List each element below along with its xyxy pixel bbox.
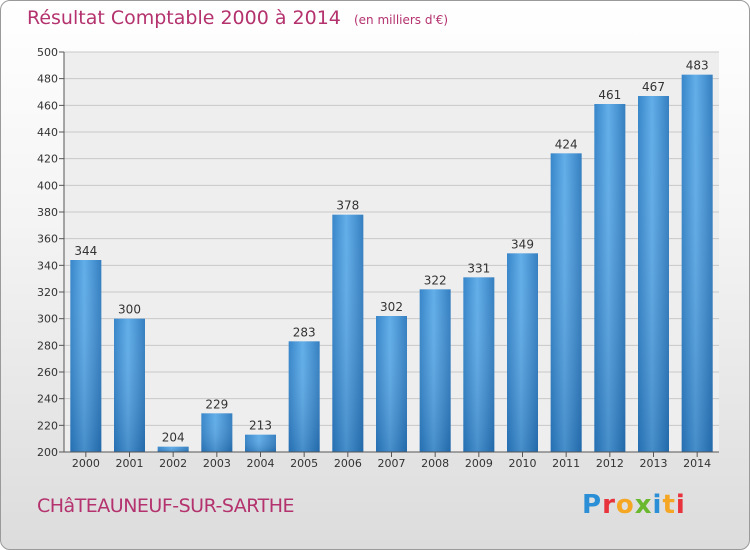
y-tick-label: 420 — [37, 153, 58, 166]
bar-shade — [157, 446, 189, 452]
x-tick-label: 2003 — [203, 457, 231, 470]
logo-letter: x — [634, 490, 653, 520]
logo-letter: o — [615, 490, 635, 520]
x-tick-label: 2006 — [334, 457, 362, 470]
y-tick-label: 260 — [37, 366, 58, 379]
data-label: 302 — [380, 300, 403, 314]
y-tick-label: 460 — [37, 99, 58, 112]
title-row: Résultat Comptable 2000 à 2014 (en milli… — [27, 7, 448, 29]
x-tick-label: 2004 — [247, 457, 275, 470]
y-tick-label: 500 — [37, 46, 58, 59]
x-tick-label: 2002 — [159, 457, 187, 470]
x-tick-label: 2000 — [72, 457, 100, 470]
bar-shade — [245, 434, 276, 452]
x-tick-label: 2012 — [596, 457, 624, 470]
data-label: 349 — [511, 237, 534, 251]
bar-shade — [463, 277, 495, 452]
chart-title: Résultat Comptable 2000 à 2014 — [27, 7, 341, 29]
town-name: CHâTEAUNEUF-SUR-SARTHE — [37, 495, 295, 517]
y-tick-label: 200 — [37, 446, 58, 459]
data-label: 283 — [293, 325, 316, 339]
y-tick-label: 340 — [37, 259, 58, 272]
y-tick-label: 400 — [37, 179, 58, 192]
data-label: 204 — [162, 431, 185, 445]
data-label: 322 — [424, 273, 447, 287]
proxiti-logo: Proxiti — [582, 490, 686, 520]
x-tick-label: 2009 — [465, 457, 493, 470]
x-tick-label: 2001 — [116, 457, 144, 470]
data-label: 300 — [118, 303, 141, 317]
x-tick-label: 2010 — [509, 457, 537, 470]
bar-shade — [419, 289, 451, 452]
y-tick-label: 440 — [37, 126, 58, 139]
bar-shade — [332, 214, 364, 452]
logo-letter: P — [582, 490, 603, 520]
data-label: 424 — [555, 137, 578, 151]
y-tick-label: 240 — [37, 393, 58, 406]
y-tick-label: 220 — [37, 419, 58, 432]
bar-shade — [376, 316, 407, 452]
logo-letter: r — [602, 490, 616, 520]
y-tick-label: 300 — [37, 313, 58, 326]
x-tick-label: 2011 — [552, 457, 580, 470]
data-label: 213 — [249, 419, 272, 433]
data-label: 229 — [205, 397, 228, 411]
data-label: 483 — [686, 59, 709, 73]
logo-letter: i — [652, 490, 663, 520]
x-tick-label: 2008 — [421, 457, 449, 470]
y-tick-label: 320 — [37, 286, 58, 299]
bar-shade — [288, 341, 320, 452]
data-label: 467 — [642, 80, 665, 94]
y-tick-label: 480 — [37, 73, 58, 86]
bar-shade — [201, 413, 233, 452]
bar-shade — [638, 96, 669, 452]
y-tick-label: 280 — [37, 339, 58, 352]
bar-shade — [70, 260, 102, 452]
axis-layer: 200 220 240 260 280 300 320 340 360 380 400 420 440 4… — [37, 46, 719, 470]
bar-shade — [594, 104, 626, 452]
y-tick-label: 360 — [37, 233, 58, 246]
logo-letter: t — [662, 490, 676, 520]
x-tick-label: 2013 — [640, 457, 668, 470]
bar-shade — [114, 318, 145, 452]
data-label: 331 — [467, 261, 490, 275]
logo-letter: i — [675, 490, 686, 520]
bars-layer — [70, 74, 713, 453]
data-label: 461 — [598, 88, 621, 102]
data-label: 344 — [74, 244, 97, 258]
x-tick-label: 2005 — [290, 457, 318, 470]
x-tick-label: 2007 — [378, 457, 406, 470]
x-tick-label: 2014 — [683, 457, 711, 470]
bar-shade — [507, 253, 538, 452]
bar-shade — [681, 74, 713, 453]
chart-subtitle: (en milliers d'€) — [353, 13, 449, 27]
data-label: 378 — [336, 199, 359, 213]
y-tick-label: 380 — [37, 206, 58, 219]
labels-layer: 344 300 204 229 213 283 378 302 322 331 349 424 461 4… — [74, 59, 708, 445]
bar-shade — [550, 153, 582, 453]
